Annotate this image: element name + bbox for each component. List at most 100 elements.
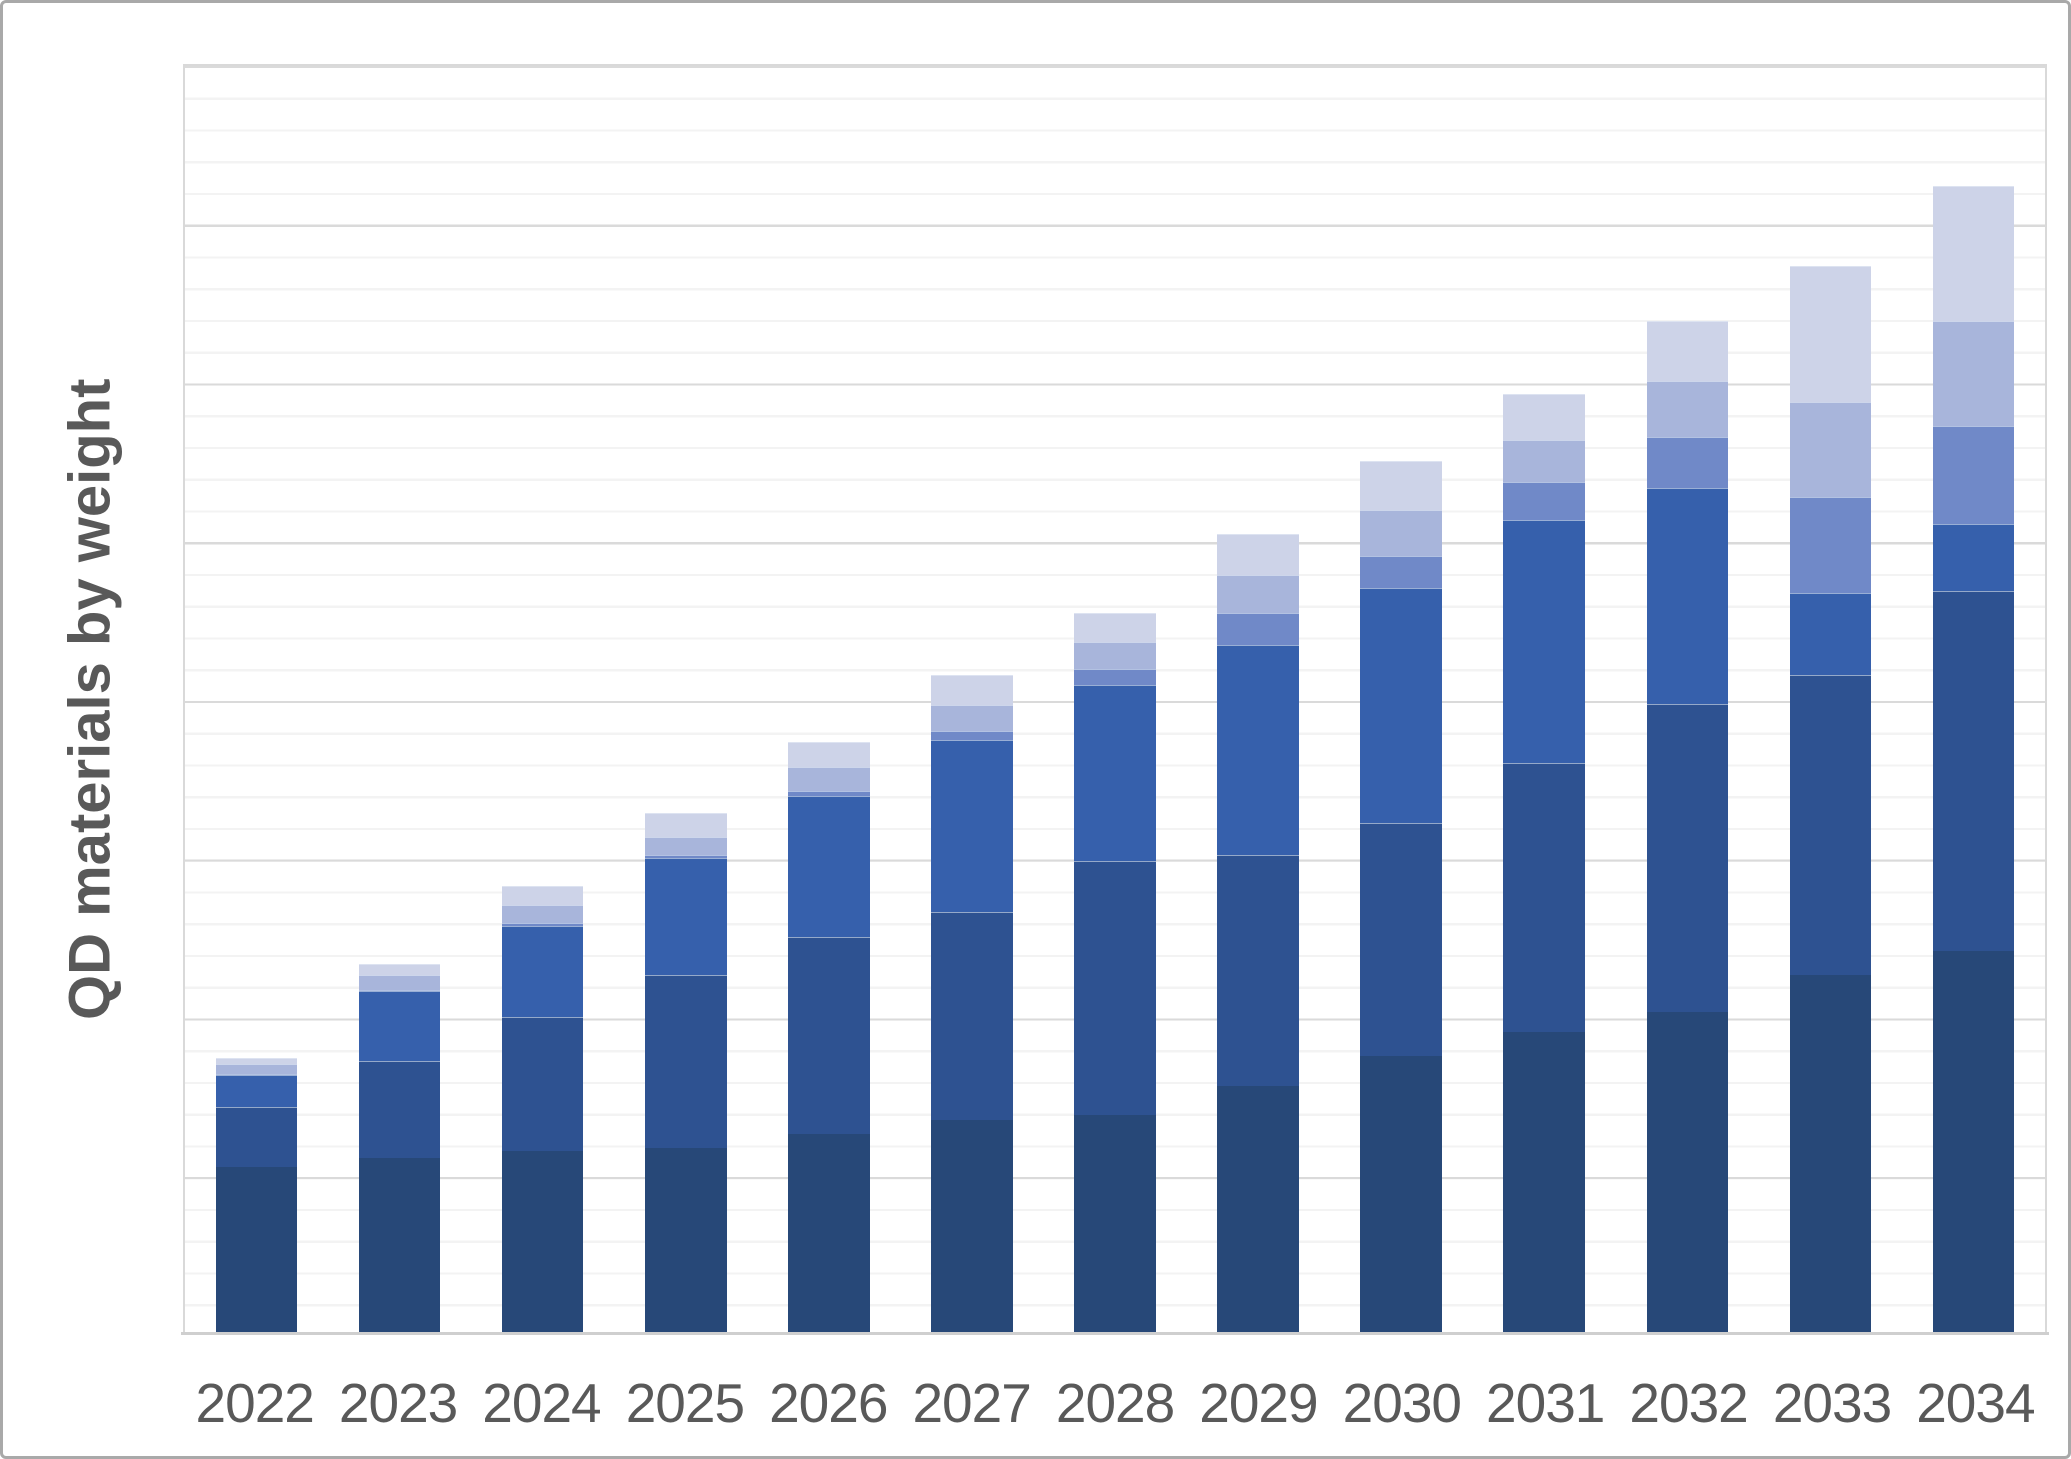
x-axis-label-2022: 2022 [195,1372,315,1434]
bar-2029-segment-2-dark-blue [1217,854,1299,1087]
bar-2030 [1360,460,1442,1334]
x-axis-label-2028: 2028 [1055,1372,1175,1434]
bar-2026-segment-3-royal-blue [788,795,870,938]
bar-2034-segment-3-royal-blue [1932,524,2015,592]
bar-2030-segment-3-royal-blue [1360,587,1442,823]
bar-slot-2031 [1473,66,1616,1334]
bar-2029 [1217,533,1299,1334]
bar-2032-segment-6-pale-lavender [1646,321,1729,382]
bar-2024-segment-4-periwinkle [501,922,584,927]
x-axis-label-2024: 2024 [482,1372,601,1434]
bar-2023-segment-3-royal-blue [358,991,441,1062]
bar-2032-segment-4-periwinkle [1646,437,1729,488]
bar-slot-2034 [1902,66,2045,1334]
x-axis-label-2031: 2031 [1486,1372,1605,1434]
bar-2025 [644,813,727,1334]
bar-2022-segment-3-royal-blue [215,1075,298,1108]
bar-slot-2025 [614,66,757,1334]
bar-2032-segment-1-darkest-navy [1646,1011,1729,1334]
bar-2030-segment-5-light-blue-gray [1360,510,1442,557]
bar-2027 [931,675,1013,1334]
bar-slot-2024 [471,66,614,1334]
plot-area [183,64,2047,1334]
bar-2024-segment-2-dark-blue [501,1016,584,1152]
bar-2027-segment-3-royal-blue [931,740,1013,912]
bar-2032 [1646,321,1729,1334]
bar-2026-segment-6-pale-lavender [788,741,870,768]
bar-2028-segment-2-dark-blue [1074,860,1156,1115]
bar-2027-segment-6-pale-lavender [931,675,1013,706]
bar-2023-segment-1-darkest-navy [358,1157,441,1334]
x-axis-label-2023: 2023 [338,1372,458,1434]
x-axis-label-2034: 2034 [1916,1372,2035,1434]
bar-2027-segment-1-darkest-navy [931,1119,1013,1334]
bar-2034-segment-6-pale-lavender [1932,186,2015,322]
bar-2025-segment-3-royal-blue [644,857,727,976]
bar-slot-2033 [1759,66,1902,1334]
bar-2022-segment-1-darkest-navy [215,1167,298,1334]
bar-2023 [358,964,441,1334]
bar-2028-segment-5-light-blue-gray [1074,641,1156,669]
bar-2022-segment-2-dark-blue [215,1107,298,1168]
bar-2022 [215,1057,298,1334]
bar-2025-segment-2-dark-blue [644,975,727,1149]
bar-slot-2032 [1616,66,1759,1334]
bar-2029-segment-6-pale-lavender [1217,533,1299,576]
bar-2028-segment-6-pale-lavender [1074,613,1156,642]
bar-slot-2028 [1043,66,1186,1334]
x-axis-label-2025: 2025 [625,1372,745,1434]
bar-2024-segment-3-royal-blue [501,926,584,1017]
bar-2028-segment-1-darkest-navy [1074,1114,1156,1334]
bar-2031-segment-6-pale-lavender [1503,394,1585,441]
bar-2034-segment-2-dark-blue [1932,591,2015,952]
bar-2030-segment-4-periwinkle [1360,556,1442,588]
bar-2034 [1932,186,2015,1334]
bar-2034-segment-4-periwinkle [1932,425,2015,525]
x-axis-label-2030: 2030 [1342,1372,1462,1434]
bar-2033-segment-1-darkest-navy [1789,975,1872,1334]
bar-slot-2026 [757,66,900,1334]
bar-2028-segment-3-royal-blue [1074,684,1156,861]
bar-2024-segment-1-darkest-navy [501,1151,584,1334]
bar-2029-segment-1-darkest-navy [1217,1086,1299,1334]
bars-container [185,66,2045,1334]
bar-2033-segment-3-royal-blue [1789,592,1872,676]
bar-2031-segment-4-periwinkle [1503,481,1585,520]
bar-2026-segment-1-darkest-navy [788,1134,870,1334]
bar-slot-2023 [328,66,471,1334]
bar-2024-segment-6-pale-lavender [501,886,584,906]
bar-2027-segment-2-dark-blue [931,911,1013,1120]
bar-2030-segment-6-pale-lavender [1360,460,1442,511]
bar-2030-segment-2-dark-blue [1360,822,1442,1057]
bar-2034-segment-5-light-blue-gray [1932,321,2015,426]
bar-2029-segment-3-royal-blue [1217,645,1299,855]
bar-2025-segment-5-light-blue-gray [644,837,727,855]
bar-2028-segment-4-periwinkle [1074,668,1156,685]
bar-2032-segment-2-dark-blue [1646,703,1729,1012]
bar-2033-segment-4-periwinkle [1789,497,1872,593]
bar-2026-segment-4-periwinkle [788,791,870,796]
bar-2033-segment-6-pale-lavender [1789,265,1872,403]
x-axis-labels: 2022 2023 2024 2025 2026 2027 2028 2029 2030 2031… [183,1363,2047,1443]
bar-slot-2029 [1187,66,1330,1334]
bar-2032-segment-3-royal-blue [1646,487,1729,704]
bar-2027-segment-5-light-blue-gray [931,705,1013,731]
bar-2030-segment-1-darkest-navy [1360,1056,1442,1334]
bar-2023-segment-4-periwinkle [358,989,441,992]
y-axis-title: QD materials by weight [57,378,123,1020]
x-axis-label-2033: 2033 [1772,1372,1892,1434]
bar-2022-segment-4-periwinkle [215,1073,298,1076]
bar-2026 [788,741,870,1334]
bar-2033 [1789,265,1872,1334]
bar-2031-segment-3-royal-blue [1503,519,1585,763]
bar-2026-segment-5-light-blue-gray [788,767,870,792]
bar-2031 [1503,394,1585,1334]
bar-slot-2030 [1330,66,1473,1334]
bar-2025-segment-6-pale-lavender [644,813,727,838]
bar-2022-segment-6-pale-lavender [215,1057,298,1065]
x-axis-label-2029: 2029 [1199,1372,1318,1434]
bar-2032-segment-5-light-blue-gray [1646,381,1729,438]
x-axis-label-2026: 2026 [769,1372,888,1434]
bar-2024 [501,886,584,1334]
